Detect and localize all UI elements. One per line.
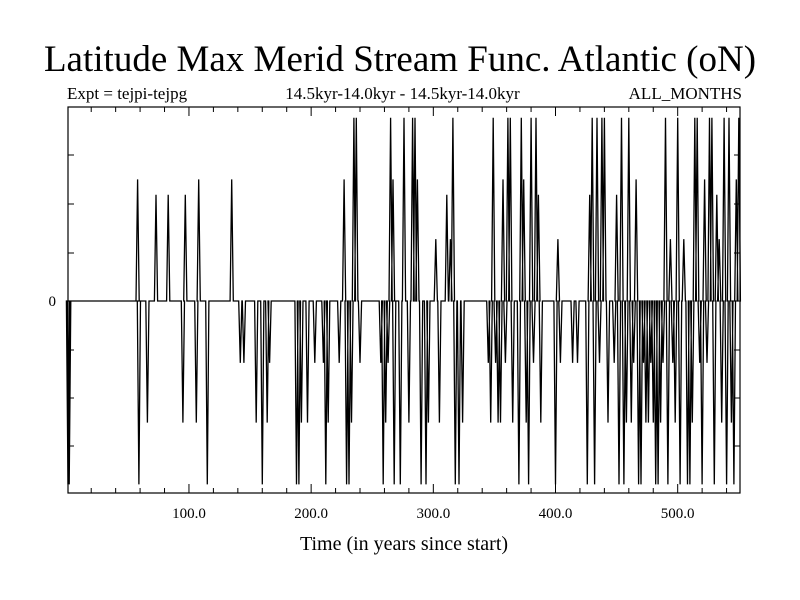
months-label: ALL_MONTHS xyxy=(628,84,742,103)
x-tick-label: 500.0 xyxy=(661,506,695,522)
period-label: 14.5kyr-14.0kyr - 14.5kyr-14.0kyr xyxy=(285,84,520,103)
x-tick-label: 300.0 xyxy=(416,506,450,522)
x-tick-label: 200.0 xyxy=(294,506,328,522)
series-line xyxy=(65,117,742,485)
experiment-label: Expt = tejpi-tejpg xyxy=(67,84,188,103)
axis-ticks: 100.0 200.0 300.0 400.0 500.0 0 xyxy=(49,107,740,522)
y-tick-label: 0 xyxy=(49,294,57,310)
x-tick-label: 400.0 xyxy=(539,506,573,522)
series-group xyxy=(65,117,742,485)
plot-frame xyxy=(67,106,741,494)
x-axis-title: Time (in years since start) xyxy=(300,533,508,555)
chart-title: Latitude Max Merid Stream Func. Atlantic… xyxy=(43,39,757,80)
x-tick-label: 100.0 xyxy=(172,506,206,522)
